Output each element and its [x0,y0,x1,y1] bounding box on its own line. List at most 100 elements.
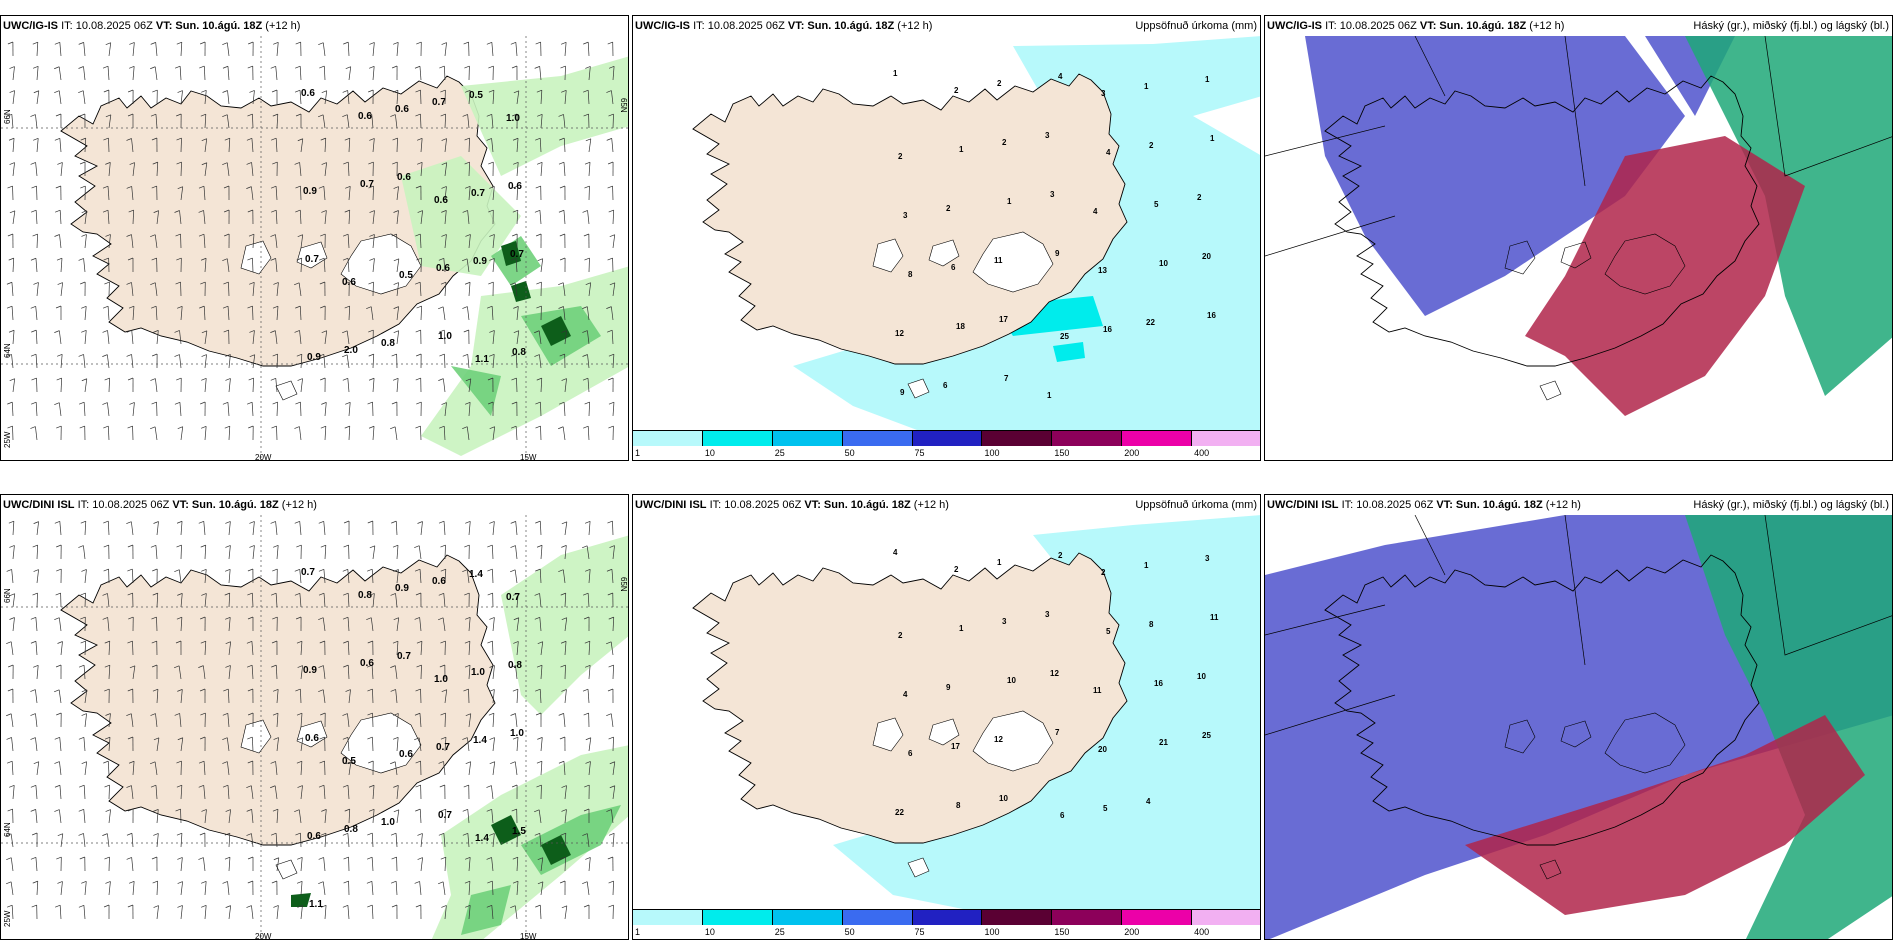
wind-barb [346,330,350,345]
wind-barb-flag [295,401,301,405]
wind-barb-flag [294,569,300,572]
wind-barb [204,114,207,129]
wind-barb [396,138,398,153]
precip-value-label: 0.8 [344,824,358,835]
wind-barb [444,42,447,57]
legend-tick-label: 10 [704,927,715,937]
wind-barb [395,114,398,129]
panel-precip-bottom: UWC/DINI ISL IT: 10.08.2025 06Z VT: Sun.… [632,494,1261,940]
lat-label-64n: 64N [3,822,12,837]
wind-barb-flag [534,593,540,596]
wind-barb-flag [176,377,182,381]
wind-barb [492,354,495,369]
wind-barb-flag [32,592,38,596]
wind-barb-flag [584,257,590,261]
wind-barb [180,833,183,848]
wind-barb [179,402,182,417]
wind-barb-flag [489,234,495,237]
wind-barb-flag [271,425,277,429]
wind-barb [587,593,590,608]
precip-value-labels: 0.70.80.90.61.40.70.90.60.71.01.00.80.60… [301,567,526,910]
wind-barb-flag [9,378,15,381]
wind-barb-flag [201,593,207,596]
wind-barb-flag [201,354,207,357]
panel-precip-top: UWC/IG-IS IT: 10.08.2025 06Z VT: Sun. 10… [632,15,1261,461]
wind-barb-flag [535,688,541,692]
wind-barb-flag [57,641,63,644]
wind-barb-flag [440,544,446,548]
precip-value-label: 6 [908,749,913,758]
wind-barb-flag [606,138,612,141]
wind-barb-flag [174,210,180,213]
precip-value-label: 1.4 [469,569,483,580]
wind-barb-flag [510,713,516,716]
wind-barb [36,234,38,249]
wind-barb-flag [464,880,471,884]
wind-barb-flag [367,736,373,740]
glacier [1560,720,1592,748]
wind-barb-flag [54,809,60,812]
precip-value-label: 0.6 [342,277,356,288]
wind-barb-flag [81,305,87,309]
wind-barb [612,114,614,129]
wind-barb [492,330,495,345]
wind-barb-flag [126,282,132,285]
wind-barb-flag [440,281,447,285]
wind-barb [227,713,230,728]
wind-barb [515,713,518,728]
wind-barb-flag [510,569,516,573]
wind-barb-flag [295,65,301,69]
wind-barb [420,306,422,321]
wind-barb [60,641,63,656]
wind-barb-flag [104,664,110,668]
boundary-line [1265,215,1396,257]
wind-barb-flag [54,689,60,693]
wind-barb [323,186,326,201]
wind-barb-flag [103,425,109,429]
precip-value-label: 2 [954,565,959,574]
wind-barb [179,66,182,81]
wind-barb [348,138,351,153]
wind-barb-flag [198,233,205,237]
precip-value-label: 0.6 [395,104,409,115]
wind-barb-flag [463,329,469,333]
wind-barb-flag [463,784,469,788]
wind-barb [156,881,159,896]
wind-barb [372,354,375,369]
wind-barb [564,809,567,824]
wind-barb-flag [222,761,228,764]
wind-barb-flag [5,881,12,885]
heavy-precip-area [541,835,571,865]
wind-barb [180,90,183,105]
legend-swatch [702,909,773,925]
wind-barb [587,330,590,345]
wind-barb-flag [271,664,277,668]
precip-value-label: 25 [1202,731,1211,740]
wind-barb-flag [318,42,324,46]
wind-barb [492,833,495,848]
wind-barb [252,282,255,297]
wind-barb-flag [344,209,350,213]
wind-barb-flag [54,41,60,45]
wind-barb [611,90,614,105]
wind-barb-flag [319,65,325,69]
wind-barb [204,162,208,177]
wind-barb-flag [176,832,183,836]
wind-barb [252,90,255,105]
wind-barb [444,210,447,225]
wind-barb [538,330,542,345]
wind-barb-flag [415,592,422,596]
wind-barb-flag [8,520,14,524]
wind-barb-flag [272,808,279,812]
wind-barb-flag [369,258,375,261]
precip-value-label: 4 [893,548,898,557]
wind-barb [108,114,112,129]
wind-barb-flag [297,857,303,860]
wind-barb-flag [105,713,111,716]
wind-barb [612,545,615,560]
precip-value-label: 3 [1101,89,1106,98]
wind-barb-flag [249,545,255,548]
wind-barb-flag [54,402,60,405]
wind-barb [228,905,232,920]
lon-label-15w: 15W [520,932,537,940]
